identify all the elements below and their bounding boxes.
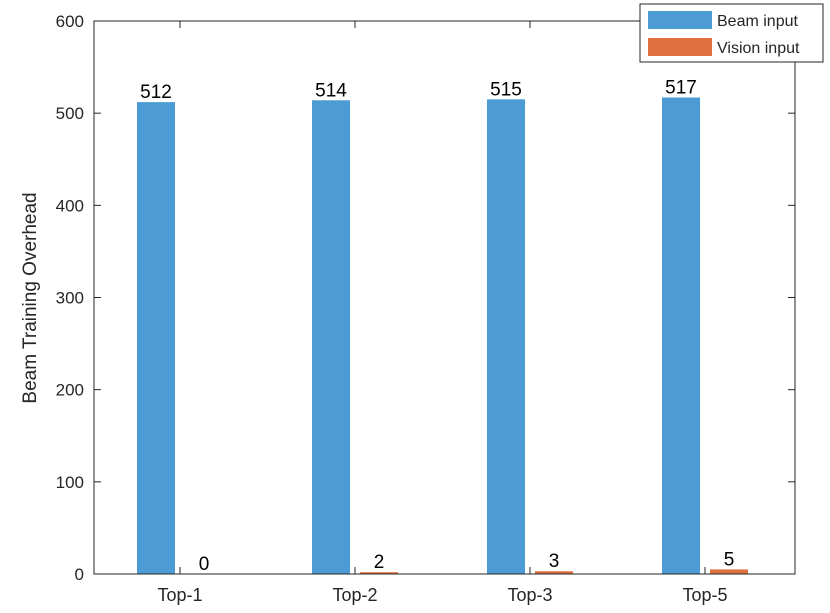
bar-beam-input-top-5 [662, 97, 700, 574]
y-axis-label: Beam Training Overhead [20, 192, 41, 403]
data-label-vision-input-top-1: 0 [199, 554, 210, 575]
y-tick-label: 200 [56, 381, 84, 400]
data-label-beam-input-top-2: 514 [315, 80, 347, 101]
y-tick-label: 300 [56, 289, 84, 308]
legend: Beam input Vision input [639, 3, 824, 63]
y-tick-label: 100 [56, 473, 84, 492]
x-axis: Top-1 Top-2 Top-3 Top-5 [157, 21, 728, 605]
data-label-beam-input-top-5: 517 [665, 77, 697, 98]
bar-beam-input-top-2 [312, 100, 350, 574]
bar-vision-input-top-3 [535, 571, 573, 574]
bar-beam-input-top-3 [487, 99, 525, 574]
x-tick-label: Top-2 [332, 585, 377, 605]
data-label-vision-input-top-3: 3 [549, 551, 560, 572]
data-label-beam-input-top-1: 512 [140, 82, 172, 103]
data-label-vision-input-top-5: 5 [724, 549, 735, 570]
bar-vision-input-top-5 [710, 569, 748, 574]
y-tick-label: 0 [75, 565, 84, 584]
bar-beam-input-top-1 [137, 102, 175, 575]
data-labels: 512 514 515 517 0 2 3 5 [140, 77, 734, 575]
legend-label-vision-input: Vision input [717, 40, 800, 57]
y-tick-label: 400 [56, 196, 84, 215]
legend-swatch-beam-input [648, 11, 712, 29]
x-tick-label: Top-3 [507, 585, 552, 605]
y-tick-label: 600 [56, 12, 84, 31]
bars [137, 97, 748, 575]
data-label-vision-input-top-2: 2 [374, 552, 385, 573]
data-label-beam-input-top-3: 515 [490, 79, 522, 100]
y-tick-label: 500 [56, 104, 84, 123]
x-tick-label: Top-1 [157, 585, 202, 605]
legend-label-beam-input: Beam input [717, 13, 798, 30]
x-tick-label: Top-5 [682, 585, 727, 605]
y-axis: 0 100 200 300 400 500 600 [56, 12, 795, 584]
bar-vision-input-top-2 [360, 572, 398, 574]
legend-swatch-vision-input [648, 38, 712, 56]
